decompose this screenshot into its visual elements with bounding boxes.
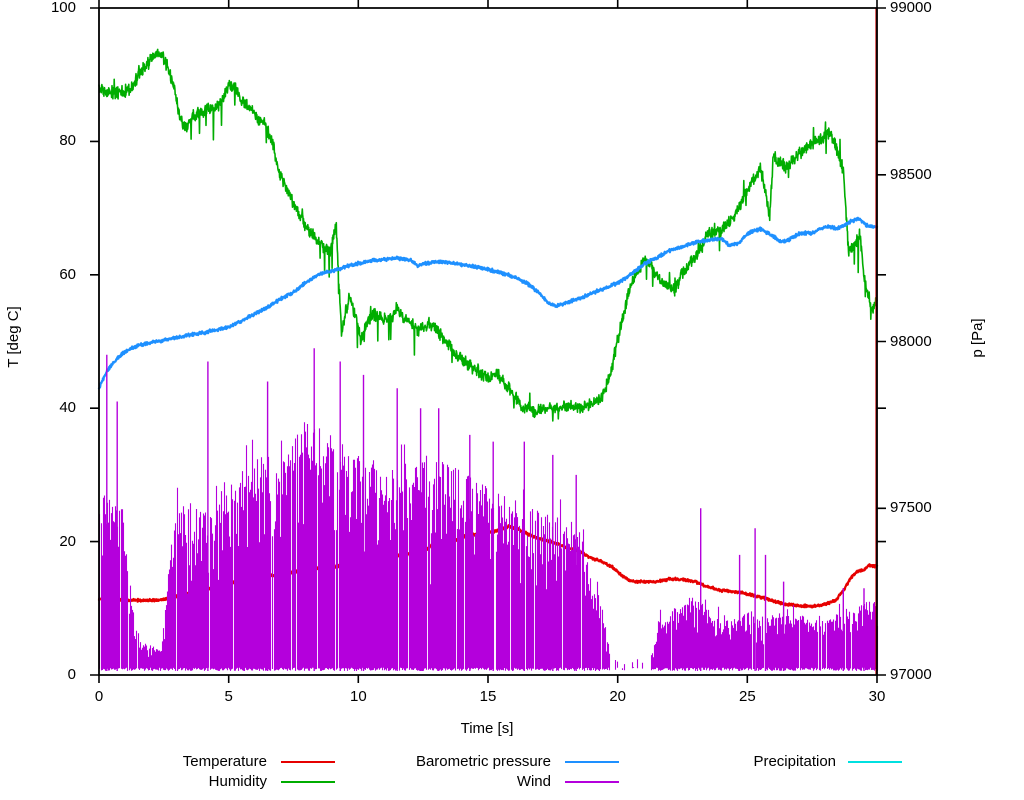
y2-tick-label: 98500 bbox=[890, 165, 932, 183]
x-tick-label: 0 bbox=[94, 688, 104, 705]
series-wind-impulses bbox=[98, 422, 879, 671]
y-tick-label: 40 bbox=[59, 399, 76, 417]
y2-tick-label: 99000 bbox=[890, 0, 932, 16]
x-tick-label: 20 bbox=[609, 688, 626, 705]
series-wind-spikes bbox=[106, 348, 865, 671]
legend-label-precipitation: Precipitation bbox=[753, 753, 836, 770]
legend-line-barometric-pressure bbox=[565, 761, 619, 764]
legend-label-barometric-pressure: Barometric pressure bbox=[415, 753, 551, 770]
x-tick-label: 25 bbox=[738, 688, 756, 705]
legend-line-wind bbox=[565, 781, 619, 784]
axis-ticks bbox=[90, 0, 886, 683]
legend-line-temperature bbox=[281, 761, 335, 764]
y-axis-title: T [deg C] bbox=[5, 306, 22, 368]
legend-line-humidity bbox=[281, 781, 335, 784]
x-axis-title: Time [s] bbox=[460, 720, 514, 737]
y2-tick-label: 98000 bbox=[890, 332, 932, 350]
legend-label-temperature: Temperature bbox=[182, 753, 267, 770]
y2-tick-label: 97500 bbox=[890, 499, 932, 517]
y2-axis-title: p [Pa] bbox=[969, 318, 986, 358]
y-tick-label: 80 bbox=[59, 132, 76, 150]
x-tick-label: 10 bbox=[349, 688, 367, 705]
y-tick-label: 0 bbox=[67, 666, 76, 683]
series-barometric-pressure bbox=[97, 216, 879, 390]
legend-label-wind: Wind bbox=[516, 773, 551, 790]
y-tick-label: 20 bbox=[59, 532, 76, 550]
legend-line-precipitation bbox=[848, 761, 902, 764]
y-tick-label: 60 bbox=[59, 265, 76, 283]
x-tick-label: 15 bbox=[479, 688, 497, 705]
x-tick-label: 30 bbox=[868, 688, 886, 705]
series-humidity bbox=[98, 48, 878, 422]
x-tick-label: 5 bbox=[224, 688, 233, 705]
y2-tick-label: 97000 bbox=[890, 666, 932, 683]
legend-label-humidity: Humidity bbox=[208, 773, 267, 790]
y-tick-label: 100 bbox=[50, 0, 76, 16]
